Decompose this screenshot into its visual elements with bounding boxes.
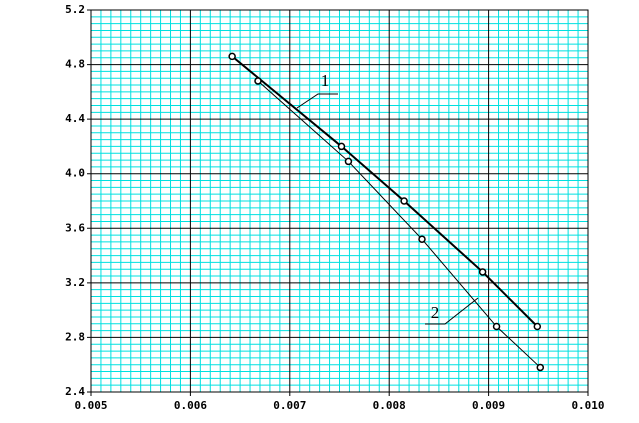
point xyxy=(400,197,408,205)
y-tick-label: 4.0 xyxy=(65,167,85,180)
series-label: 2 xyxy=(431,303,440,322)
y-tick-label: 3.6 xyxy=(65,221,85,234)
x-tick-label: 0.007 xyxy=(273,399,306,412)
y-tick-label: 4.8 xyxy=(65,58,85,71)
leader-line xyxy=(296,93,338,109)
point xyxy=(536,363,545,372)
point xyxy=(478,268,487,276)
series-line xyxy=(231,55,539,328)
series-label: 1 xyxy=(321,71,330,90)
point xyxy=(344,157,353,166)
point xyxy=(228,52,236,61)
x-tick-label: 0.009 xyxy=(472,399,505,412)
point xyxy=(492,322,501,331)
y-tick-label: 2.8 xyxy=(65,330,85,343)
point xyxy=(337,142,346,151)
x-tick-label: 0.010 xyxy=(571,399,604,412)
point xyxy=(533,322,542,331)
y-tick-label: 3.2 xyxy=(65,276,85,289)
y-tick-label: 5.2 xyxy=(65,3,85,16)
x-tick-label: 0.005 xyxy=(74,399,107,412)
y-tick-label: 4.4 xyxy=(65,112,85,125)
point xyxy=(254,77,262,85)
x-tick-label: 0.008 xyxy=(373,399,406,412)
point xyxy=(418,235,426,243)
y-tick-label: 2.4 xyxy=(65,385,85,398)
leader-line xyxy=(425,297,479,325)
plot-frame xyxy=(90,9,589,393)
x-tick-label: 0.006 xyxy=(174,399,207,412)
